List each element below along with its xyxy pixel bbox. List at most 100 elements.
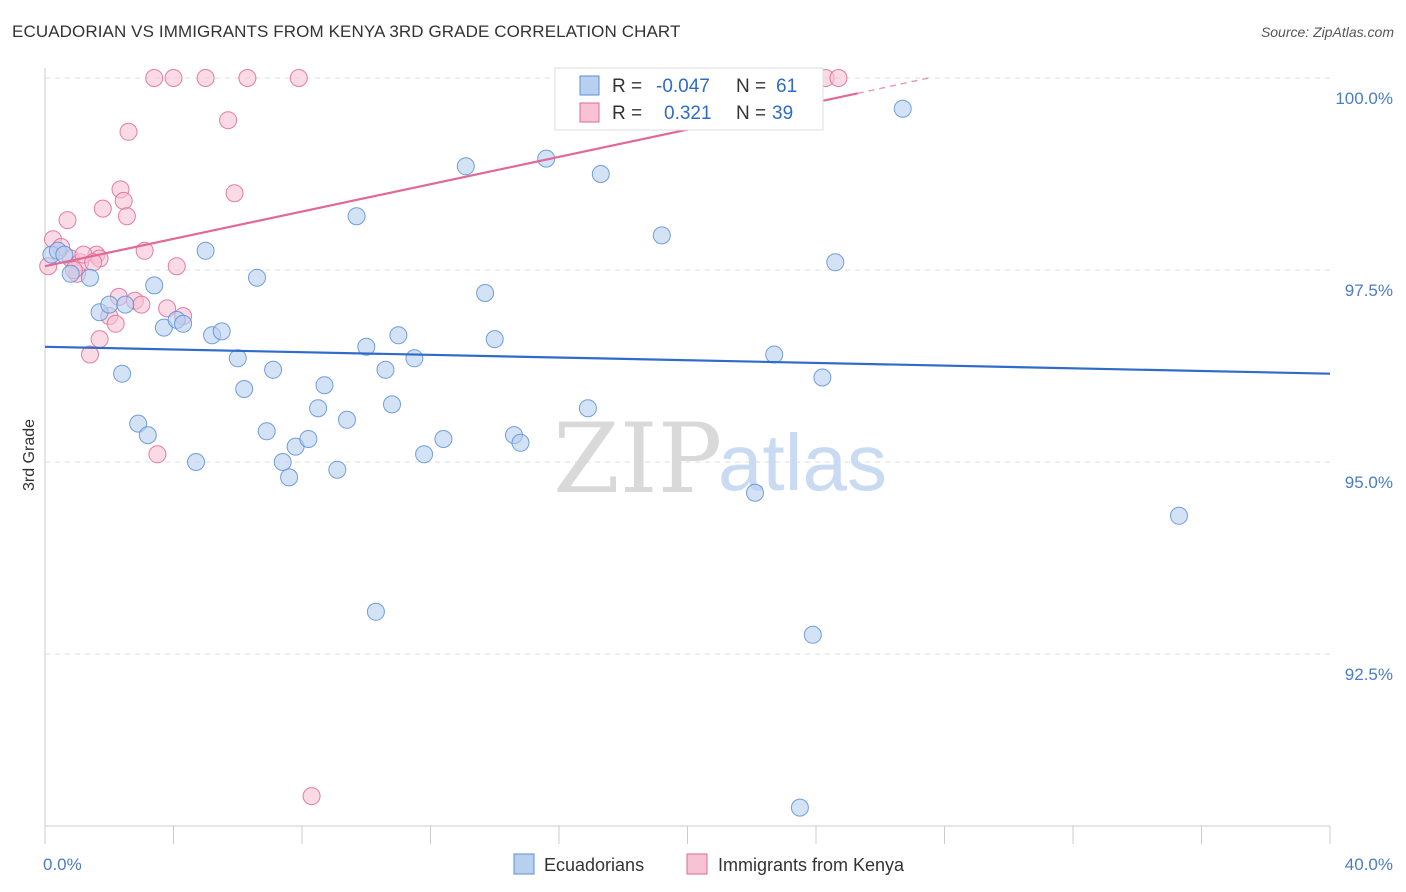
- point-ecuadorians-27: [299, 430, 318, 448]
- legend-n-label-2: N =: [736, 103, 766, 124]
- point-ecuadorians-9: [129, 414, 148, 433]
- legend-r-label-2: R =: [612, 103, 642, 124]
- point-ecuadorians-31: [338, 410, 356, 429]
- legend-swatch-kenya: [579, 102, 600, 123]
- chart-source: Source: ZipAtlas.com: [1260, 24, 1394, 40]
- point-ecuadorians-19: [228, 349, 247, 368]
- point-kenya-38: [106, 314, 125, 333]
- x-tick-labels: 0.0% 40.0%: [43, 855, 1393, 874]
- point-ecuadorians-34: [366, 602, 385, 621]
- point-ecuadorians-36: [383, 395, 401, 414]
- point-kenya-31: [289, 69, 308, 87]
- trend-line-kenya-extension: [857, 77, 929, 95]
- point-kenya-29: [225, 184, 244, 203]
- y-tick-label-0: 100.0%: [1335, 89, 1393, 108]
- point-ecuadorians-35: [376, 360, 395, 379]
- point-ecuadorians-23: [264, 360, 283, 379]
- trend-line-ecuadorians: [44, 345, 1331, 375]
- point-ecuadorians-56: [803, 625, 822, 644]
- y-tick-label-2: 95.0%: [1345, 473, 1393, 492]
- point-ecuadorians-57: [826, 253, 845, 272]
- point-kenya-3: [58, 211, 77, 230]
- data-points: [39, 69, 1188, 817]
- point-ecuadorians-48: [591, 165, 610, 183]
- point-ecuadorians-10: [138, 426, 157, 445]
- point-ecuadorians-33: [357, 337, 376, 356]
- point-ecuadorians-40: [434, 430, 453, 448]
- point-kenya-24: [164, 69, 183, 87]
- point-kenya-28: [219, 111, 238, 130]
- bottom-legend-swatch-kenya: [686, 853, 708, 875]
- point-kenya-16: [117, 207, 136, 226]
- point-ecuadorians-29: [315, 376, 334, 395]
- bottom-legend-ecuadorians: Ecuadorians: [544, 855, 644, 875]
- point-kenya-27: [196, 69, 215, 87]
- point-ecuadorians-55: [790, 798, 809, 817]
- point-ecuadorians-50: [652, 226, 671, 245]
- point-ecuadorians-42: [476, 284, 495, 302]
- legend-r-label-1: R =: [612, 76, 642, 97]
- point-ecuadorians-11: [145, 276, 164, 295]
- point-ecuadorians-25: [280, 468, 299, 487]
- point-kenya-22: [148, 445, 167, 464]
- legend-r-value-1: -0.047: [656, 76, 710, 97]
- point-ecuadorians-14: [174, 314, 193, 333]
- point-ecuadorians-16: [196, 241, 215, 260]
- point-ecuadorians-60: [1170, 506, 1188, 525]
- point-ecuadorians-7: [116, 295, 135, 314]
- point-kenya-10: [90, 330, 109, 349]
- legend-box: R = -0.047 N = 61 R = 0.321 N = 39: [554, 67, 824, 131]
- legend-n-value-1: 61: [776, 76, 797, 97]
- point-ecuadorians-18: [212, 322, 231, 341]
- point-ecuadorians-21: [248, 268, 266, 287]
- bottom-legend-kenya: Immigrants from Kenya: [718, 855, 905, 875]
- watermark: ZIP atlas: [553, 403, 887, 515]
- x-tick-label-1: 40.0%: [1345, 855, 1393, 874]
- point-kenya-17: [119, 122, 138, 141]
- point-ecuadorians-45: [511, 433, 530, 452]
- watermark-zip: ZIP: [553, 403, 722, 515]
- point-kenya-7: [81, 345, 99, 364]
- point-ecuadorians-43: [485, 330, 504, 349]
- point-ecuadorians-32: [347, 207, 366, 226]
- point-ecuadorians-38: [405, 349, 424, 368]
- point-ecuadorians-59: [893, 99, 912, 118]
- legend-swatch-ecuadorians: [579, 75, 600, 96]
- point-ecuadorians-4: [81, 268, 99, 287]
- bottom-legend-swatch-ecuadorians: [513, 853, 535, 875]
- legend-n-value-2: 39: [772, 103, 793, 124]
- point-ecuadorians-39: [415, 445, 434, 464]
- chart-title: ECUADORIAN VS IMMIGRANTS FROM KENYA 3RD …: [12, 22, 681, 41]
- y-tick-label-1: 97.5%: [1345, 281, 1393, 300]
- y-tick-labels: 100.0% 97.5% 95.0% 92.5%: [1335, 89, 1393, 684]
- point-ecuadorians-37: [389, 326, 408, 345]
- point-ecuadorians-47: [578, 399, 597, 418]
- point-kenya-21: [145, 69, 164, 87]
- y-axis-label: 3rd Grade: [21, 419, 38, 491]
- point-ecuadorians-52: [746, 483, 764, 502]
- point-ecuadorians-24: [273, 453, 292, 471]
- point-kenya-19: [132, 295, 151, 314]
- watermark-atlas: atlas: [718, 418, 887, 507]
- point-ecuadorians-54: [765, 345, 784, 364]
- legend-frame: [554, 67, 824, 131]
- point-ecuadorians-30: [328, 460, 347, 479]
- bottom-legend: Ecuadorians Immigrants from Kenya: [513, 853, 905, 875]
- point-ecuadorians-20: [235, 380, 254, 398]
- y-tick-label-3: 92.5%: [1345, 665, 1393, 684]
- point-kenya-30: [238, 69, 257, 87]
- point-ecuadorians-22: [257, 422, 276, 441]
- point-ecuadorians-3: [61, 264, 80, 283]
- point-kenya-15: [114, 191, 133, 210]
- legend-r-value-2: 0.321: [664, 103, 712, 124]
- point-kenya-32: [302, 787, 321, 806]
- x-tick-label-0: 0.0%: [43, 855, 82, 874]
- point-ecuadorians-15: [187, 453, 205, 471]
- point-ecuadorians-8: [113, 364, 132, 383]
- legend-n-label-1: N =: [736, 76, 766, 97]
- point-ecuadorians-58: [813, 368, 832, 387]
- point-kenya-25: [167, 257, 186, 276]
- point-kenya-11: [93, 199, 112, 218]
- point-ecuadorians-6: [100, 295, 119, 314]
